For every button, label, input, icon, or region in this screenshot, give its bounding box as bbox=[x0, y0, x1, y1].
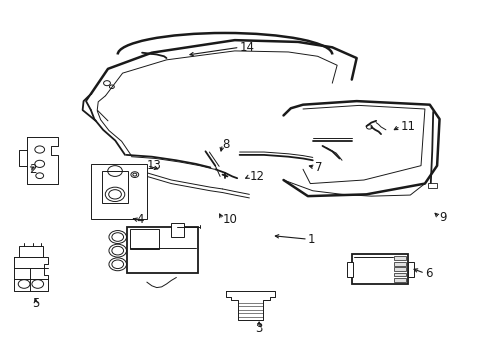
Polygon shape bbox=[14, 257, 47, 291]
Text: 12: 12 bbox=[249, 170, 264, 183]
Bar bbox=[91, 164, 147, 220]
Text: 11: 11 bbox=[400, 120, 415, 133]
Bar bbox=[393, 256, 405, 260]
Bar bbox=[130, 229, 159, 249]
Text: 9: 9 bbox=[439, 211, 446, 224]
Polygon shape bbox=[225, 291, 274, 320]
Bar bbox=[346, 262, 352, 277]
Bar bbox=[102, 171, 128, 203]
Bar bbox=[127, 226, 198, 273]
Text: 8: 8 bbox=[222, 138, 229, 150]
Polygon shape bbox=[26, 137, 58, 184]
Bar bbox=[407, 262, 413, 277]
Bar bbox=[393, 267, 405, 271]
Text: 2: 2 bbox=[29, 163, 37, 176]
Bar bbox=[171, 223, 183, 237]
Text: 1: 1 bbox=[307, 233, 315, 246]
Text: 4: 4 bbox=[136, 213, 143, 226]
Bar bbox=[19, 246, 42, 257]
Text: 14: 14 bbox=[239, 41, 254, 54]
Text: 5: 5 bbox=[32, 297, 40, 310]
Bar bbox=[427, 183, 436, 188]
Bar bbox=[351, 253, 407, 284]
Bar bbox=[393, 273, 405, 276]
Text: 10: 10 bbox=[222, 213, 237, 226]
Bar bbox=[393, 278, 405, 282]
Bar bbox=[393, 262, 405, 266]
Text: 7: 7 bbox=[315, 161, 322, 174]
Text: 6: 6 bbox=[424, 267, 431, 280]
Text: 13: 13 bbox=[147, 159, 162, 172]
Text: 3: 3 bbox=[255, 322, 262, 335]
